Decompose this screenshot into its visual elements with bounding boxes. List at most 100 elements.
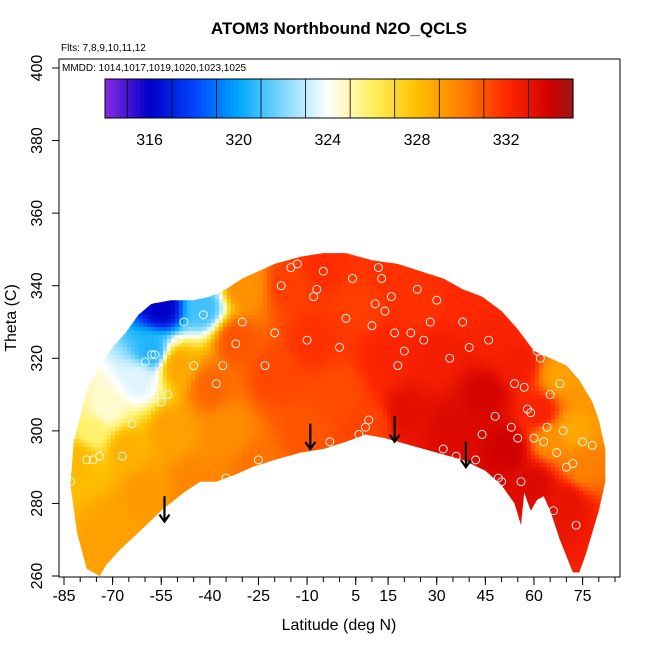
heatmap-cell bbox=[227, 379, 232, 384]
heatmap-cell bbox=[111, 503, 116, 508]
heatmap-cell bbox=[275, 563, 280, 568]
heatmap-cell bbox=[75, 375, 80, 380]
heatmap-cell bbox=[231, 475, 236, 480]
heatmap-cell bbox=[259, 503, 264, 508]
heatmap-cell bbox=[107, 455, 112, 460]
heatmap-cell bbox=[63, 451, 68, 456]
heatmap-cell bbox=[99, 527, 104, 532]
heatmap-cell bbox=[251, 539, 256, 544]
heatmap-cell bbox=[163, 319, 168, 324]
heatmap-cell bbox=[75, 255, 80, 260]
heatmap-cell bbox=[183, 543, 188, 548]
heatmap-cell bbox=[223, 467, 228, 472]
heatmap-cell bbox=[115, 519, 120, 524]
heatmap-cell bbox=[227, 455, 232, 460]
heatmap-cell bbox=[159, 355, 164, 360]
heatmap-cell bbox=[295, 339, 300, 344]
heatmap-cell bbox=[115, 555, 120, 560]
heatmap-cell bbox=[187, 391, 192, 396]
heatmap-cell bbox=[155, 487, 160, 492]
heatmap-cell bbox=[79, 491, 84, 496]
heatmap-cell bbox=[70, 431, 72, 436]
heatmap-cell bbox=[139, 411, 144, 416]
heatmap-cell bbox=[251, 455, 256, 460]
heatmap-cell bbox=[195, 491, 200, 496]
heatmap-cell bbox=[271, 263, 276, 268]
heatmap-cell bbox=[103, 355, 108, 360]
heatmap-cell bbox=[83, 467, 88, 472]
heatmap-cell bbox=[111, 339, 116, 344]
heatmap-cell bbox=[215, 295, 220, 300]
heatmap-cell bbox=[271, 531, 276, 536]
heatmap-cell bbox=[167, 431, 172, 436]
heatmap-cell bbox=[259, 287, 264, 292]
heatmap-cell bbox=[151, 303, 156, 308]
heatmap-cell bbox=[187, 547, 192, 552]
heatmap-cell bbox=[79, 283, 84, 288]
heatmap-cell bbox=[267, 375, 272, 380]
heatmap-cell bbox=[159, 263, 164, 268]
heatmap-cell bbox=[283, 387, 288, 392]
heatmap-cell bbox=[219, 307, 224, 312]
heatmap-cell bbox=[111, 543, 116, 548]
heatmap-cell bbox=[183, 395, 188, 400]
heatmap-cell bbox=[203, 551, 208, 556]
heatmap-cell bbox=[115, 447, 120, 452]
heatmap-cell bbox=[227, 503, 232, 508]
heatmap-cell bbox=[119, 463, 124, 468]
heatmap-cell bbox=[171, 411, 176, 416]
heatmap-cell bbox=[95, 411, 100, 416]
heatmap-cell bbox=[235, 255, 240, 260]
heatmap-cell bbox=[195, 531, 200, 536]
heatmap-cell bbox=[143, 559, 148, 564]
heatmap-cell bbox=[211, 523, 216, 528]
heatmap-cell bbox=[103, 279, 108, 284]
heatmap-cell bbox=[70, 379, 72, 384]
heatmap-cell bbox=[167, 331, 172, 336]
heatmap-cell bbox=[267, 379, 272, 384]
heatmap-cell bbox=[279, 355, 284, 360]
heatmap-cell bbox=[135, 499, 140, 504]
heatmap-cell bbox=[211, 463, 216, 468]
heatmap-cell bbox=[119, 415, 124, 420]
heatmap-cell bbox=[95, 547, 100, 552]
heatmap-cell bbox=[171, 403, 176, 408]
heatmap-cell bbox=[91, 539, 96, 544]
heatmap-cell bbox=[255, 339, 260, 344]
heatmap-cell bbox=[231, 403, 236, 408]
heatmap-cell bbox=[187, 459, 192, 464]
heatmap-cell bbox=[207, 263, 212, 268]
heatmap-cell bbox=[139, 311, 144, 316]
heatmap-cell bbox=[131, 455, 136, 460]
heatmap-cell bbox=[139, 559, 144, 564]
heatmap-cell bbox=[251, 543, 256, 548]
heatmap-cell bbox=[151, 339, 156, 344]
heatmap-cell bbox=[155, 351, 160, 356]
heatmap-cell bbox=[187, 471, 192, 476]
heatmap-cell bbox=[111, 403, 116, 408]
heatmap-cell bbox=[231, 571, 236, 576]
heatmap-cell bbox=[231, 479, 236, 484]
heatmap-cell bbox=[199, 491, 204, 496]
heatmap-cell bbox=[231, 547, 236, 552]
heatmap-cell bbox=[267, 419, 272, 424]
heatmap-cell bbox=[263, 551, 268, 556]
heatmap-cell bbox=[195, 487, 200, 492]
heatmap-cell bbox=[115, 271, 120, 276]
heatmap-cell bbox=[159, 339, 164, 344]
heatmap-cell bbox=[199, 243, 204, 248]
heatmap-cell bbox=[107, 263, 112, 268]
heatmap-cell bbox=[283, 379, 288, 384]
heatmap-cell bbox=[203, 391, 208, 396]
heatmap-cell bbox=[207, 435, 212, 440]
heatmap-cell bbox=[123, 459, 128, 464]
heatmap-cell bbox=[255, 267, 260, 272]
heatmap-cell bbox=[79, 443, 84, 448]
heatmap-cell bbox=[70, 343, 72, 348]
heatmap-cell bbox=[227, 331, 232, 336]
heatmap-cell bbox=[251, 567, 256, 572]
heatmap-cell bbox=[75, 491, 80, 496]
heatmap-cell bbox=[135, 427, 140, 432]
heatmap-cell bbox=[127, 331, 132, 336]
heatmap-cell bbox=[231, 399, 236, 404]
